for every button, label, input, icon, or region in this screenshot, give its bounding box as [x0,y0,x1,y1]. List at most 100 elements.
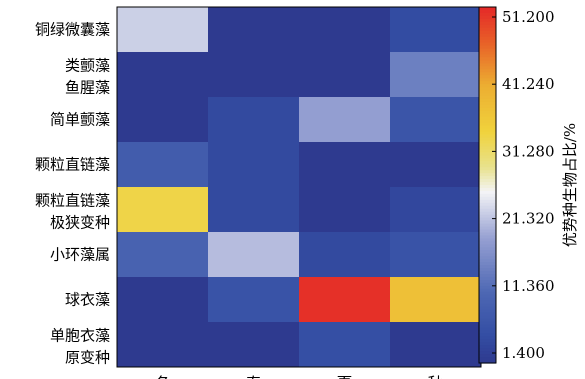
colorbar-segment [479,259,496,263]
colorbar-segment [479,247,496,251]
colorbar-segment [479,21,496,26]
heatmap-cell [208,52,300,98]
colorbar-segment [479,241,496,245]
heatmap-cell [117,322,209,368]
colorbar-segment [479,146,496,150]
heatmap-cell [299,7,391,53]
colorbar-segment [479,93,496,97]
heatmap-cell [208,187,300,233]
colorbar-segment [479,312,496,317]
column-label: 春 [245,374,261,379]
colorbar-segment [479,208,496,213]
colorbar-segment [479,116,496,121]
colorbar-segment [479,282,496,287]
heatmap-cell [299,187,391,233]
row-label: 颗粒直链藻极狭变种 [35,192,110,232]
colorbar-segment [479,291,496,296]
heatmap-cell [390,7,482,53]
heatmap-cell [299,142,391,188]
row-labels: 铜绿微囊藻类颤藻鱼腥藻简单颤藻颗粒直链藻颗粒直链藻极狭变种小环藻属球衣藻单胞衣藻… [35,21,110,367]
colorbar-segment [479,134,496,139]
colorbar-segment [479,315,496,320]
colorbar-segment [479,232,496,237]
colorbar-segment [479,274,496,278]
colorbar-segment [479,333,496,337]
colorbar-segment [479,199,496,204]
colorbar-segment [479,182,496,186]
colorbar-segment [479,113,496,118]
colorbar-segment [479,306,496,311]
colorbar-segment [479,36,496,41]
heatmap-cell [390,142,482,188]
colorbar-segment [479,297,496,302]
column-label: 夏 [336,374,352,379]
colorbar-segment [479,15,496,20]
colorbar-segment [479,84,496,88]
colorbar-segment [479,190,496,195]
colorbar-tick-label: 51.200 [502,8,555,26]
colorbar-segment [479,176,496,180]
heatmap-cell [117,142,209,188]
colorbar-segment [479,161,496,165]
colorbar-segment [479,104,496,109]
row-label: 小环藻属 [50,246,110,264]
colorbar-segment [479,140,496,145]
colorbar-segment [479,90,496,94]
colorbar-segment [479,39,496,44]
colorbar-segment [479,294,496,299]
colorbar-segment [479,110,496,115]
colorbar-segment [479,300,496,305]
heatmap-cell [117,187,209,233]
colorbar-segment [479,309,496,314]
colorbar-segment [479,18,496,23]
colorbar-segment [479,205,496,210]
colorbar-segment [479,96,496,100]
colorbar-segment [479,185,496,189]
heatmap-cell [390,277,482,323]
colorbar-segment [479,179,496,183]
colorbar-segment [479,122,496,127]
heatmap-cell [390,322,482,368]
colorbar-segment [479,303,496,308]
colorbar-segment [479,229,496,234]
colorbar-segment [479,30,496,35]
colorbar-segment [479,87,496,91]
colorbar-segment [479,250,496,254]
colorbar-segment [479,131,496,136]
colorbar-segment [479,357,496,361]
colorbar-segment [479,318,496,323]
colorbar-segment [479,60,496,64]
heatmap-cell [299,52,391,98]
colorbar-tick-label: 11.360 [502,277,555,295]
colorbar-frame [478,6,497,364]
heatmap-cell [299,322,391,368]
heatmap-cell [299,97,391,143]
colorbar-segment [479,149,496,153]
colorbar-segment [479,54,496,59]
colorbar-tick-label: 41.240 [502,75,555,93]
colorbar-segment [479,155,496,159]
colorbar-segment [479,128,496,133]
row-label: 颗粒直链藻 [35,156,110,174]
colorbar-segment [479,276,496,281]
heatmap-cell [208,7,300,53]
colorbar-segment [479,143,496,148]
colorbar-segment [479,125,496,130]
colorbar-title: 优势种生物占比/% [561,123,579,247]
colorbar-segment [479,193,496,198]
column-label: 秋 [427,374,443,379]
colorbar-segment [479,321,496,326]
colorbar-segment [479,152,496,156]
heatmap-cell [299,277,391,323]
row-label: 类颤藻鱼腥藻 [65,57,110,97]
colorbar-segment [479,98,496,103]
colorbar-segment [479,48,496,53]
heatmap-cell [208,232,300,278]
colorbar-segment [479,220,496,225]
colorbar-segment [479,33,496,38]
colorbar-segment [479,158,496,162]
colorbar-segment [479,12,496,17]
colorbar-segment [479,285,496,290]
colorbar-tick-label: 31.280 [502,142,555,160]
